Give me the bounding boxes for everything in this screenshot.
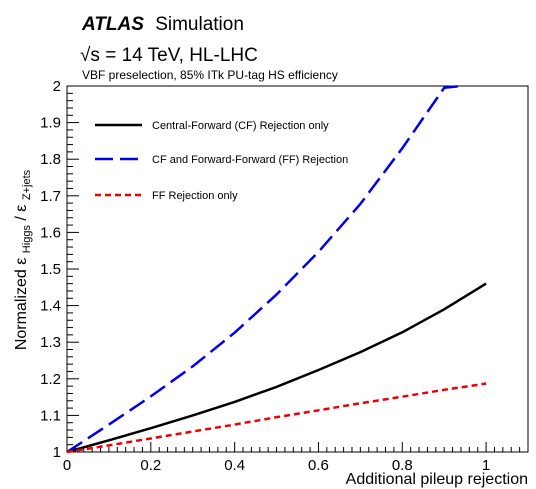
- energy-value: = 14 TeV, HL-LHC: [105, 45, 258, 66]
- y-tick-label: 1.3: [40, 334, 61, 351]
- x-tick-label: 0.6: [308, 457, 329, 474]
- y-tick-label: 2: [53, 78, 61, 95]
- simulation-label: Simulation: [155, 14, 244, 35]
- y-tick-label: 1.8: [40, 151, 61, 168]
- legend: Central-Forward (CF) Rejection only CF an…: [95, 120, 348, 202]
- x-tick-label: 1: [482, 457, 490, 474]
- y-title-slash: /: [13, 212, 30, 221]
- y-axis-title: Normalized ε Higgs / ε Z+jets: [13, 169, 34, 350]
- legend-label-2: CF and Forward-Forward (FF) Rejection: [152, 154, 348, 166]
- y-tick-label: 1.1: [40, 407, 61, 424]
- y-title-den-sub: Z+jets: [21, 169, 33, 200]
- y-tick-label: 1.9: [40, 115, 61, 132]
- y-title-prefix: Normalized: [13, 265, 30, 350]
- y-tick-label: 1.4: [40, 298, 61, 315]
- sqrt-s: √s: [80, 45, 100, 66]
- series-line-2: [66, 84, 462, 454]
- selection-label: VBF preselection, 85% ITk PU-tag HS effi…: [82, 68, 338, 82]
- x-tick-label: 0.2: [140, 457, 161, 474]
- y-tick-label: 1.5: [40, 261, 61, 278]
- series-line-1: [66, 282, 487, 454]
- y-tick-label: 1: [53, 444, 61, 461]
- x-tick-label: 0: [63, 457, 71, 474]
- plot-frame: [66, 85, 529, 453]
- energy-label: √s = 14 TeV, HL-LHC: [80, 45, 258, 66]
- legend-label-3: FF Rejection only: [152, 190, 238, 202]
- series-line-3: [66, 382, 487, 454]
- y-tick-label: 1.2: [40, 371, 61, 388]
- x-tick-label: 0.8: [392, 457, 413, 474]
- y-title-den-symbol: ε: [13, 205, 30, 212]
- atlas-title: ATLAS Simulation: [81, 14, 244, 35]
- legend-label-1: Central-Forward (CF) Rejection only: [152, 120, 329, 132]
- x-tick-label: 0.4: [224, 457, 245, 474]
- y-tick-label: 1.7: [40, 188, 61, 205]
- y-title-num-symbol: ε: [13, 258, 30, 265]
- y-title-num-sub: Higgs: [21, 225, 33, 254]
- x-axis-title: Additional pileup rejection: [346, 471, 528, 488]
- experiment-label: ATLAS: [81, 14, 144, 35]
- axis-ticks: 0 0.2 0.4 0.6 0.8 1 1 1.1 1.2 1.3 1.4 1.5 1.6 1.7 1.8 1…: [40, 78, 529, 474]
- y-tick-label: 1.6: [40, 224, 61, 241]
- series-group: [66, 84, 487, 454]
